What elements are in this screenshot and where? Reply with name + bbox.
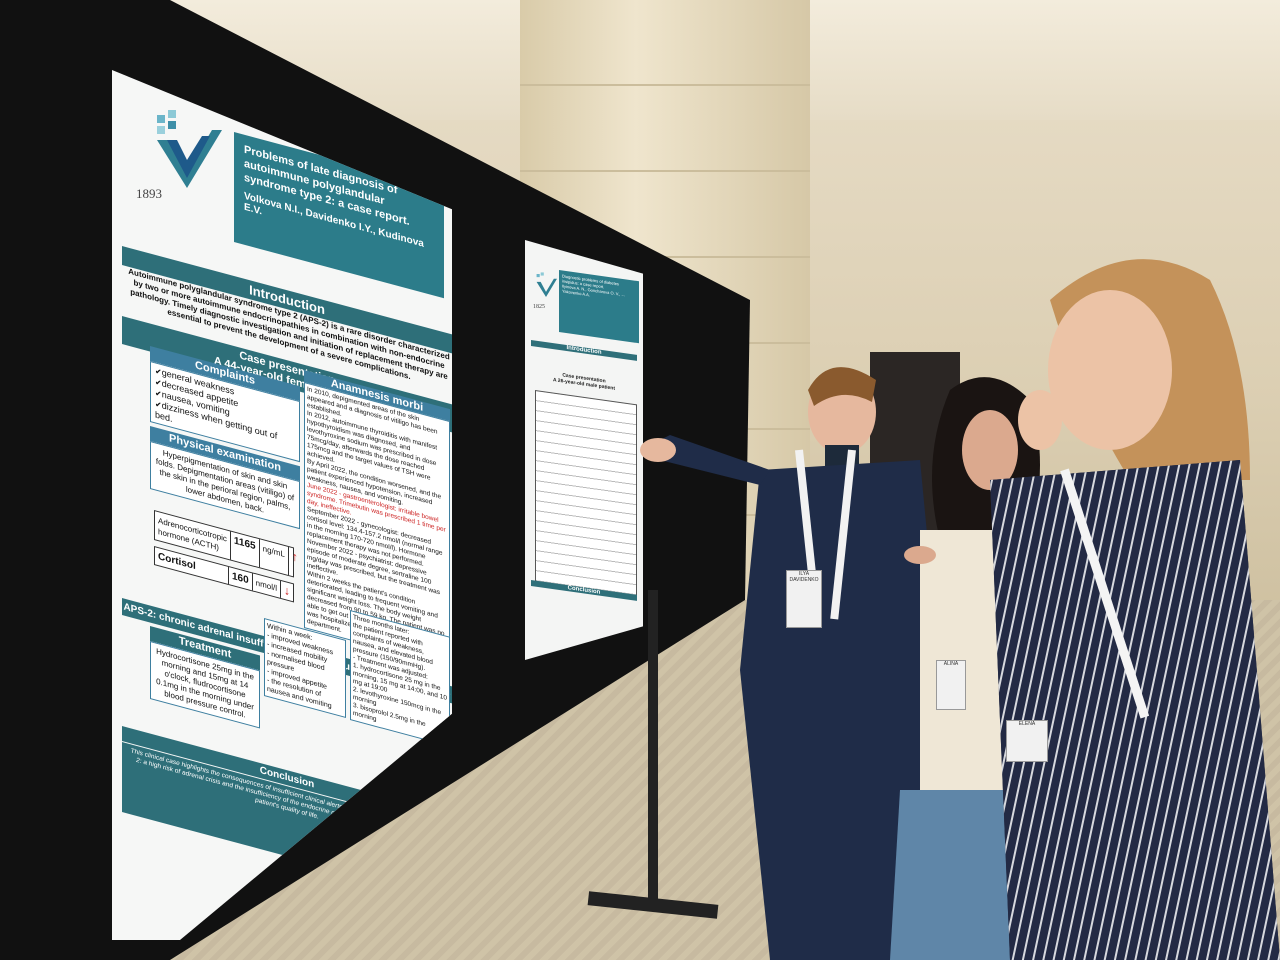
lab-value: 1165 bbox=[230, 531, 260, 568]
logo-year: 1893 bbox=[136, 186, 162, 201]
board-stand bbox=[648, 590, 658, 910]
decrease-arrow-icon: ↓ bbox=[284, 582, 290, 599]
name-badge: ELENA bbox=[1006, 720, 1048, 762]
name-badge: ALINA bbox=[936, 660, 966, 710]
lab-unit: nmol/l bbox=[252, 573, 281, 599]
university-logo-icon bbox=[157, 110, 222, 188]
logo-year: 1825 bbox=[533, 304, 545, 310]
university-logo-icon bbox=[536, 272, 557, 297]
lab-results: Adrenocorticotropic hormone (ACTH) 1165 … bbox=[154, 510, 298, 603]
name-badge: ILYA DAVIDENKO bbox=[786, 570, 822, 628]
woman-blonde bbox=[990, 259, 1280, 960]
lab-unit: ng/mL bbox=[259, 539, 289, 576]
second-poster-title-box: Diagnostic problems of diabetes insipidu… bbox=[559, 270, 639, 344]
lab-value: 160 bbox=[228, 567, 253, 591]
second-poster: 1825 Diagnostic problems of diabetes ins… bbox=[525, 240, 643, 660]
increase-arrow-icon: ↑ bbox=[291, 548, 298, 565]
